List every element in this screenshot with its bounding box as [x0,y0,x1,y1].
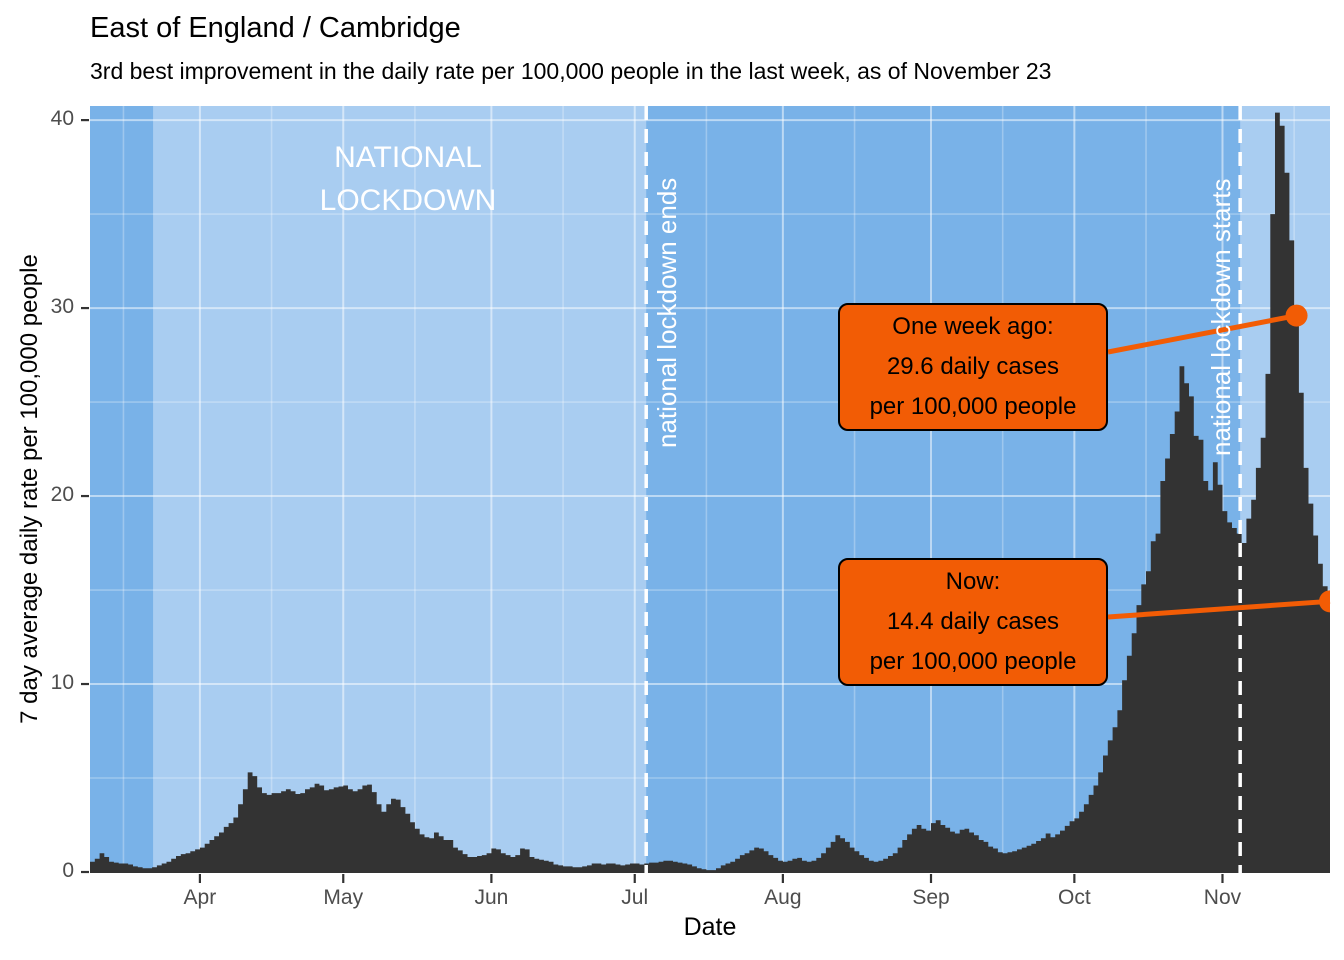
x-tick-label-oct: Oct [1058,886,1091,909]
x-tick-label-jul: Jul [621,886,649,909]
data-point-now [1319,590,1330,613]
x-tick-label-apr: Apr [183,886,217,909]
lockdown-region-label-line2: LOCKDOWN [319,184,497,217]
y-tick-label-10: 10 [50,671,74,695]
y-tick-label-40: 40 [50,107,74,131]
x-tick-label-jun: Jun [474,886,509,909]
annotation-now-line2: 14.4 daily cases [886,608,1060,635]
annotation-one-week-ago-line2: 29.6 daily cases [886,353,1060,380]
y-tick-label-0: 0 [62,859,74,882]
y-tick-label-30: 30 [50,295,74,319]
x-axis-title: Date [683,913,737,941]
x-tick-label-sep: Sep [912,886,950,909]
lockdown-region-label-line1: NATIONAL [334,141,482,174]
leader-line-now [1107,598,1331,620]
x-tick-label-aug: Aug [764,886,802,909]
data-point-one-week-ago [1285,304,1308,327]
annotation-now-line3: per 100,000 people [869,648,1077,675]
x-tick-label-nov: Nov [1203,886,1242,909]
annotation-now-line1: Now: [945,568,1001,595]
x-tick-label-may: May [323,886,364,909]
annotation-box-one-week-ago: One week ago: 29.6 daily cases per 100,0… [838,303,1108,431]
y-tick-label-20: 20 [50,483,74,507]
chart-title: East of England / Cambridge [90,12,461,44]
chart-subtitle: 3rd best improvement in the daily rate p… [90,58,1052,84]
daily-rate-area [90,112,1330,873]
vline-label-lockdown-starts: national lockdown starts [1206,178,1236,456]
leader-line-one-week-ago [1107,313,1298,355]
vline-label-lockdown-ends: national lockdown ends [652,177,682,448]
national-lockdown-spring-band [153,106,647,873]
lockdown-region-label: NATIONAL LOCKDOWN [320,136,497,222]
annotation-one-week-ago-line3: per 100,000 people [869,393,1077,420]
annotation-one-week-ago-line1: One week ago: [892,313,1054,340]
annotation-box-now: Now: 14.4 daily cases per 100,000 people [838,558,1108,686]
